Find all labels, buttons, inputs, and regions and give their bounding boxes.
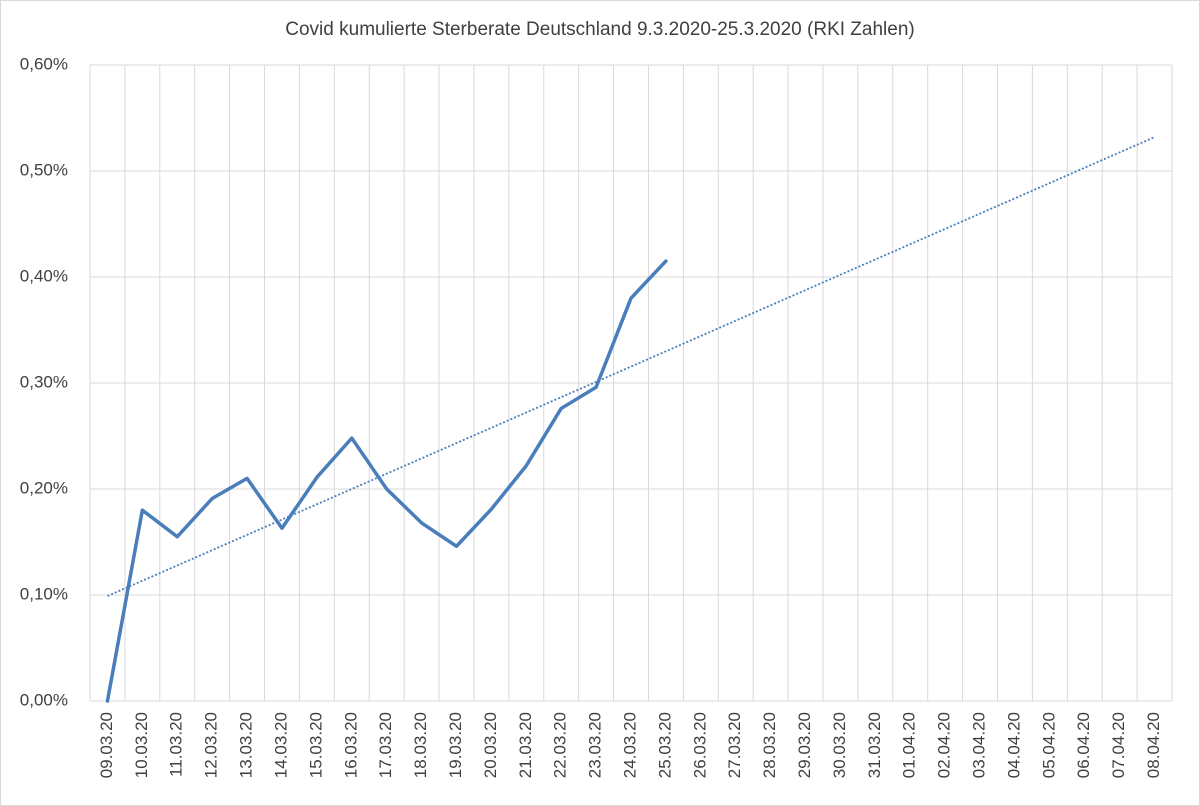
y-tick-label: 0,40% — [20, 266, 68, 285]
x-tick-label: 17.03.20 — [376, 712, 395, 778]
x-tick-label: 07.04.20 — [1109, 712, 1128, 778]
x-tick-label: 24.03.20 — [620, 712, 639, 778]
x-tick-label: 05.04.20 — [1039, 712, 1058, 778]
x-tick-label: 27.03.20 — [725, 712, 744, 778]
x-tick-label: 10.03.20 — [132, 712, 151, 778]
x-tick-label: 12.03.20 — [202, 712, 221, 778]
x-tick-label: 18.03.20 — [411, 712, 430, 778]
x-tick-label: 22.03.20 — [551, 712, 570, 778]
x-tick-label: 21.03.20 — [516, 712, 535, 778]
trendline — [107, 136, 1155, 597]
y-tick-label: 0,30% — [20, 372, 68, 391]
y-tick-label: 0,00% — [20, 690, 68, 709]
chart-title: Covid kumulierte Sterberate Deutschland … — [285, 19, 914, 40]
y-tick-label: 0,50% — [20, 160, 68, 179]
y-tick-label: 0,20% — [20, 478, 68, 497]
x-tick-label: 30.03.20 — [830, 712, 849, 778]
x-tick-label: 31.03.20 — [865, 712, 884, 778]
x-tick-label: 16.03.20 — [341, 712, 360, 778]
series-line — [105, 259, 668, 703]
x-tick-label: 09.03.20 — [97, 712, 116, 778]
x-tick-label: 29.03.20 — [795, 712, 814, 778]
x-tick-label: 03.04.20 — [970, 712, 989, 778]
x-tick-label: 20.03.20 — [481, 712, 500, 778]
x-tick-label: 25.03.20 — [655, 712, 674, 778]
x-tick-label: 06.04.20 — [1074, 712, 1093, 778]
x-tick-label: 23.03.20 — [586, 712, 605, 778]
x-tick-label: 14.03.20 — [271, 712, 290, 778]
x-tick-label: 02.04.20 — [935, 712, 954, 778]
x-tick-label: 19.03.20 — [446, 712, 465, 778]
x-tick-label: 01.04.20 — [900, 712, 919, 778]
x-tick-label: 28.03.20 — [760, 712, 779, 778]
x-tick-label: 15.03.20 — [306, 712, 325, 778]
x-tick-label: 04.04.20 — [1004, 712, 1023, 778]
x-tick-label: 11.03.20 — [167, 712, 186, 777]
y-tick-label: 0,10% — [20, 584, 68, 603]
x-tick-label: 13.03.20 — [237, 712, 256, 778]
y-tick-label: 0,60% — [20, 54, 68, 73]
x-tick-label: 08.04.20 — [1144, 712, 1163, 778]
x-tick-label: 26.03.20 — [690, 712, 709, 778]
